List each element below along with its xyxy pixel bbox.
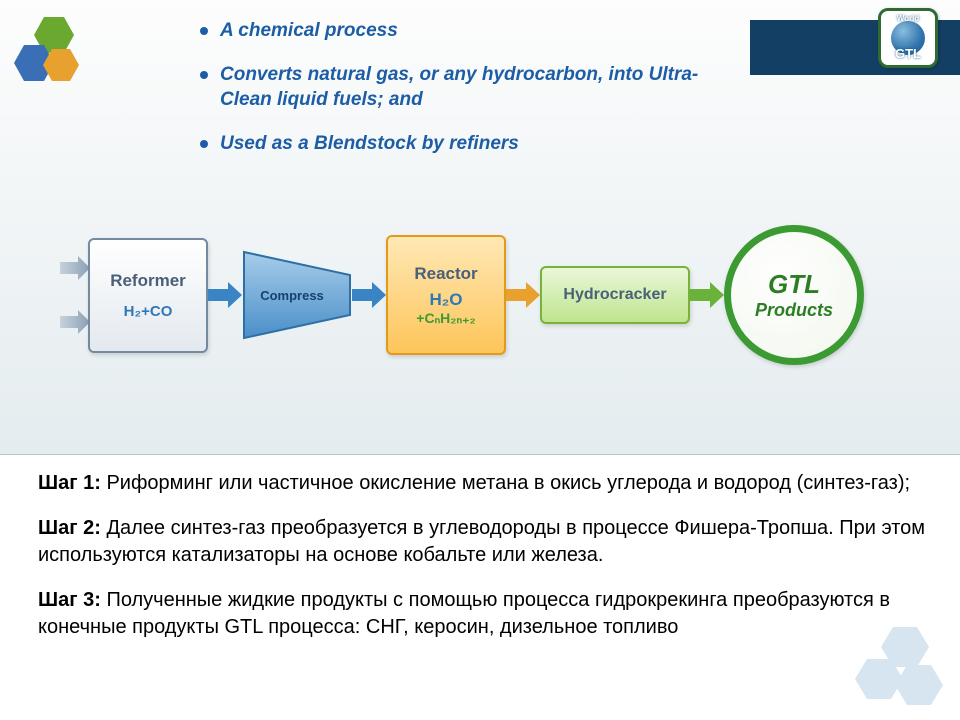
hex-logo-icon <box>10 15 95 90</box>
step-3: Шаг 3: Полученные жидкие продукты с помо… <box>38 587 928 641</box>
compress-node: Compress <box>242 250 352 340</box>
final-line1: GTL <box>768 269 820 300</box>
step-2: Шаг 2: Далее синтез-газ преобразуется в … <box>38 515 928 569</box>
reformer-node: Reformer H₂+CO <box>88 238 208 353</box>
hydrocracker-label: Hydrocracker <box>563 286 666 304</box>
reactor-line2: +CₙH₂ₙ₊₂ <box>416 310 475 327</box>
bullet-item: A chemical process <box>200 18 720 44</box>
reformer-title: Reformer <box>110 271 186 291</box>
steps-text: Шаг 1: Риформинг или частичное окисление… <box>38 470 928 659</box>
step-1: Шаг 1: Риформинг или частичное окисление… <box>38 470 928 497</box>
arrow-icon <box>506 280 540 310</box>
hex-decoration-icon <box>845 625 955 715</box>
reactor-node: Reactor H₂O +CₙH₂ₙ₊₂ <box>386 235 506 355</box>
reactor-line1: H₂O <box>429 290 462 310</box>
bullet-item: Converts natural gas, or any hydrocarbon… <box>200 62 720 113</box>
reformer-formula: H₂+CO <box>124 303 173 320</box>
arrow-icon <box>352 280 386 310</box>
process-flow: Reformer H₂+CO Compress Reactor H₂O <box>60 225 920 365</box>
arrow-icon <box>208 280 242 310</box>
badge-gtl: GTL <box>881 46 935 61</box>
gtl-products-node: GTL Products <box>724 225 864 365</box>
slide-panel: World GTL A chemical process Converts na… <box>0 0 960 455</box>
reactor-title: Reactor <box>414 264 477 284</box>
badge-world: World <box>881 14 935 23</box>
arrow-icon <box>690 280 724 310</box>
input-arrows <box>60 238 90 353</box>
compress-label: Compress <box>242 250 352 340</box>
final-line2: Products <box>755 300 833 321</box>
bullet-item: Used as a Blendstock by refiners <box>200 131 720 157</box>
hydrocracker-node: Hydrocracker <box>540 266 690 324</box>
bullet-list: A chemical process Converts natural gas,… <box>200 18 720 175</box>
world-gtl-badge: World GTL <box>878 8 938 68</box>
